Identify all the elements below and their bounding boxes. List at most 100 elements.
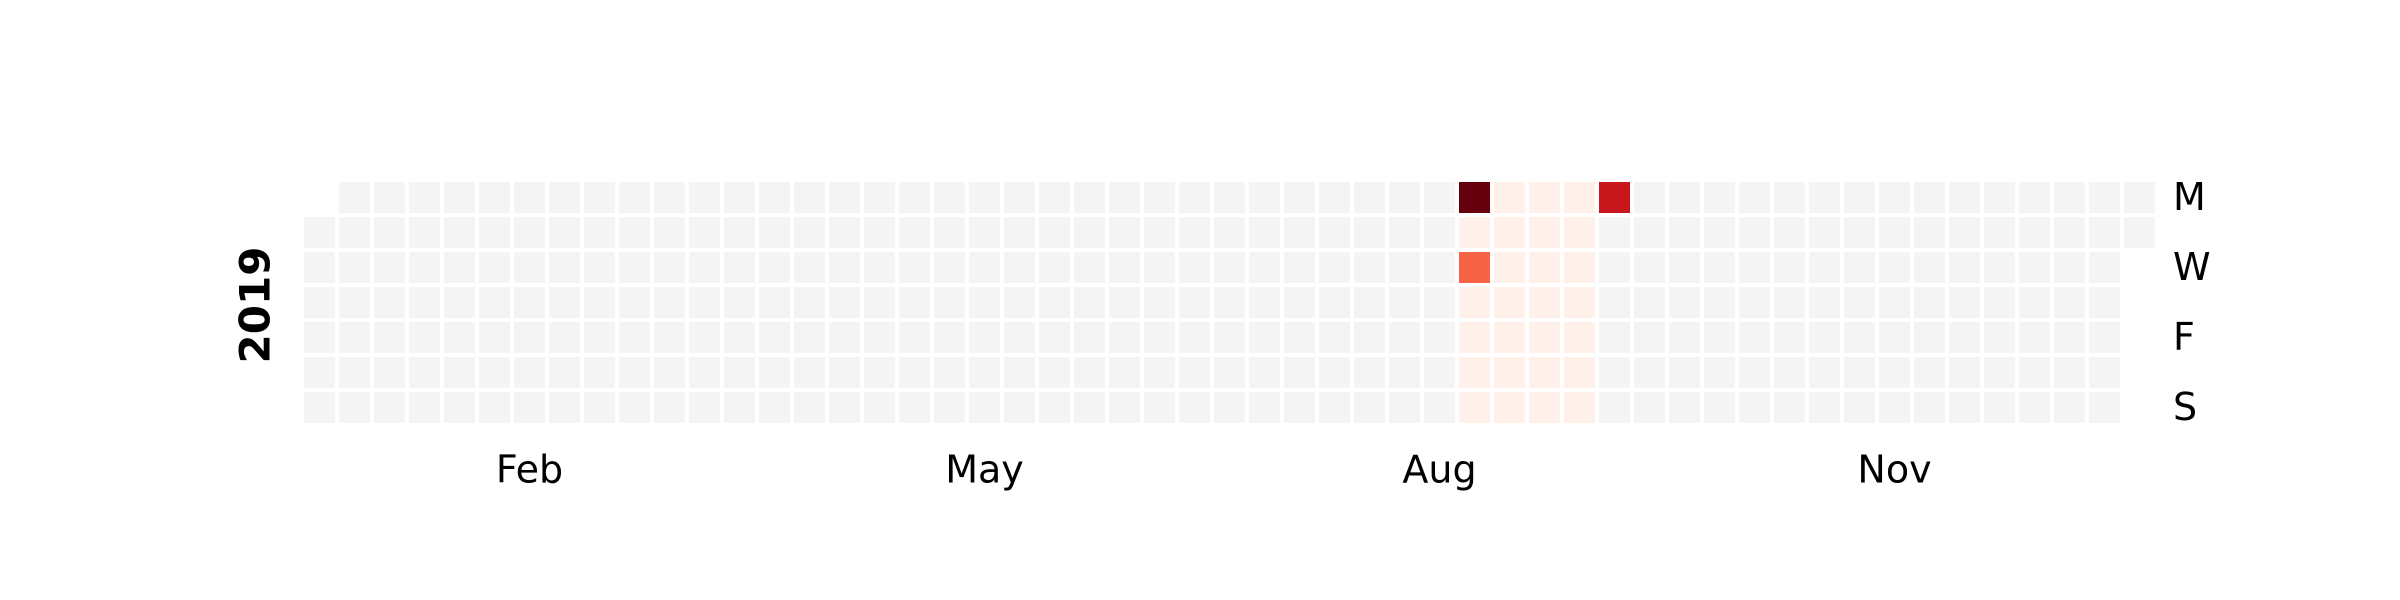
heatmap-cell (584, 357, 615, 388)
heatmap-cell (759, 252, 790, 283)
heatmap-cell (759, 217, 790, 248)
year-label: 2019 (231, 247, 280, 364)
heatmap-cell (514, 287, 545, 318)
heatmap-cell (1739, 217, 1770, 248)
heatmap-cell (689, 182, 720, 213)
heatmap-cell (724, 182, 755, 213)
heatmap-cell (1774, 182, 1805, 213)
heatmap-cell (1984, 322, 2015, 353)
heatmap-cell (689, 322, 720, 353)
heatmap-cell (829, 357, 860, 388)
heatmap-cell (899, 392, 930, 423)
heatmap-cell (2089, 182, 2120, 213)
heatmap-cell (969, 182, 1000, 213)
heatmap-cell (339, 322, 370, 353)
heatmap-cell (1039, 287, 1070, 318)
heatmap-cell (794, 287, 825, 318)
heatmap-cell (1179, 287, 1210, 318)
heatmap-cell (899, 322, 930, 353)
heatmap-cell (1739, 322, 1770, 353)
heatmap-cell (864, 252, 895, 283)
heatmap-cell (934, 287, 965, 318)
heatmap-cell (794, 322, 825, 353)
heatmap-cell (1844, 217, 1875, 248)
heatmap-cell (1249, 217, 1280, 248)
heatmap-cell (794, 252, 825, 283)
heatmap-cell (724, 217, 755, 248)
heatmap-cell (1949, 182, 1980, 213)
heatmap-cell (2019, 357, 2050, 388)
heatmap-cell (1004, 392, 1035, 423)
heatmap-cell (1179, 182, 1210, 213)
heatmap-cell (374, 252, 405, 283)
heatmap-cell (689, 392, 720, 423)
heatmap-cell (899, 252, 930, 283)
heatmap-cell (619, 182, 650, 213)
heatmap-cell (1634, 322, 1665, 353)
weekday-tick-label: S (2173, 385, 2197, 429)
heatmap-cell (1844, 392, 1875, 423)
heatmap-cell (1389, 287, 1420, 318)
heatmap-cell (479, 182, 510, 213)
heatmap-cell-filled (1529, 287, 1560, 318)
heatmap-cell (864, 217, 895, 248)
heatmap-cell (619, 287, 650, 318)
heatmap-cell (1074, 322, 1105, 353)
heatmap-cell (304, 392, 335, 423)
heatmap-cell (2089, 357, 2120, 388)
heatmap-cell (1914, 287, 1945, 318)
heatmap-cell-filled (1459, 287, 1490, 318)
heatmap-cell (864, 182, 895, 213)
heatmap-cell (1739, 252, 1770, 283)
heatmap-cell (584, 287, 615, 318)
heatmap-cell (1774, 252, 1805, 283)
heatmap-cell (1669, 287, 1700, 318)
heatmap-cell (1424, 182, 1455, 213)
heatmap-cell (409, 357, 440, 388)
heatmap-cell (1214, 392, 1245, 423)
heatmap-cell (1914, 252, 1945, 283)
heatmap-cell (724, 252, 755, 283)
heatmap-cell (2089, 322, 2120, 353)
heatmap-cell (1004, 322, 1035, 353)
heatmap-cell (1039, 182, 1070, 213)
heatmap-cell (514, 182, 545, 213)
heatmap-cell (1354, 287, 1385, 318)
heatmap-cell (1809, 322, 1840, 353)
heatmap-cell (2054, 357, 2085, 388)
heatmap-cell (794, 182, 825, 213)
heatmap-cell (1424, 252, 1455, 283)
heatmap-cell (1844, 357, 1875, 388)
weekday-tick-label: F (2173, 315, 2195, 359)
heatmap-cell (1144, 252, 1175, 283)
heatmap-cell (969, 252, 1000, 283)
heatmap-cell (1214, 322, 1245, 353)
heatmap-cell (1214, 217, 1245, 248)
heatmap-cell (1039, 217, 1070, 248)
heatmap-cell (2054, 252, 2085, 283)
heatmap-cell (1284, 287, 1315, 318)
heatmap-cell (1004, 357, 1035, 388)
heatmap-cell (1879, 182, 1910, 213)
heatmap-cell (1144, 217, 1175, 248)
heatmap-cell (1669, 357, 1700, 388)
heatmap-cell (619, 252, 650, 283)
heatmap-cell (409, 217, 440, 248)
heatmap-cell (654, 252, 685, 283)
heatmap-cell (549, 392, 580, 423)
heatmap-cell (1704, 287, 1735, 318)
heatmap-cell (2124, 182, 2155, 213)
heatmap-cell (1599, 217, 1630, 248)
heatmap-cell (1319, 252, 1350, 283)
heatmap-cell-filled (1529, 182, 1560, 213)
heatmap-cell (1249, 392, 1280, 423)
heatmap-cell-filled (1459, 322, 1490, 353)
heatmap-cell (1669, 252, 1700, 283)
heatmap-cell (549, 252, 580, 283)
heatmap-cell (1249, 322, 1280, 353)
heatmap-cell (1634, 252, 1665, 283)
heatmap-cell (1109, 392, 1140, 423)
heatmap-cell (1039, 392, 1070, 423)
